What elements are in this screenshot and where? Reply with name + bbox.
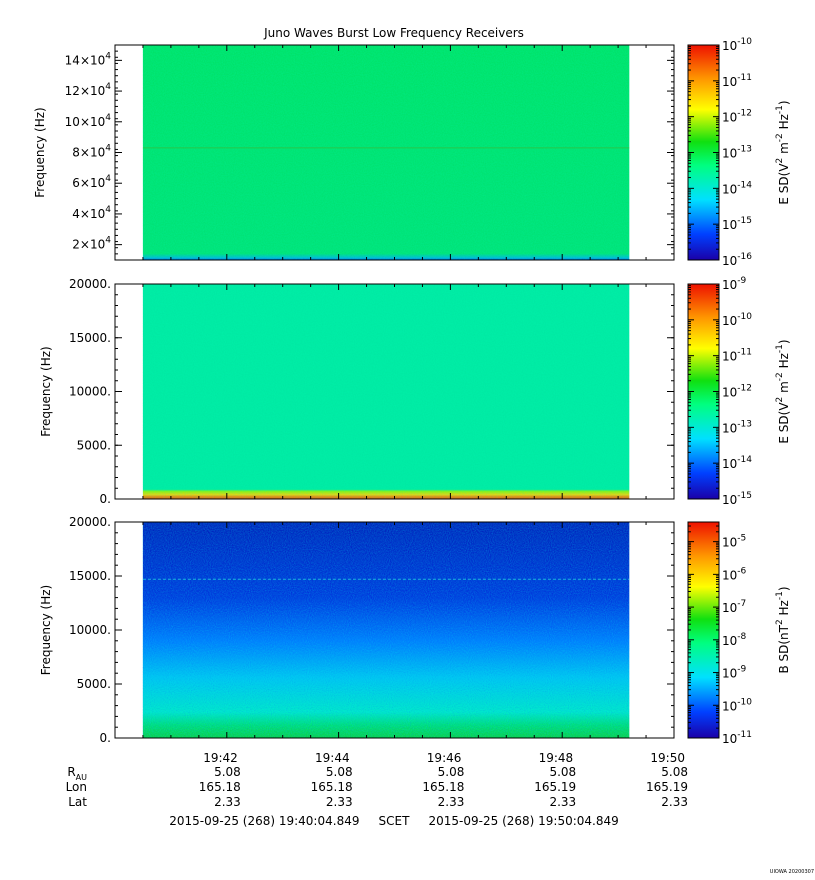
ephemeris-table: 19:42 19:44 19:46 19:48 19:50 RAU 5.08 5.08 5.08… — [66, 751, 688, 809]
colorbar-tick-label: 10-6 — [722, 566, 747, 582]
spectrogram-noise-texture — [142, 284, 630, 499]
colorbar-tick-label: 10-13 — [722, 145, 752, 161]
ephemeris-value: 2.33 — [214, 795, 241, 809]
y-tick-label: 8×104 — [72, 144, 111, 160]
colorbar-tick-label: 10-5 — [722, 534, 746, 550]
figure-title: Juno Waves Burst Low Frequency Receivers — [263, 26, 524, 40]
colorbar-tick-label: 10-10 — [722, 312, 752, 328]
y-tick-label: 4×104 — [72, 205, 111, 221]
colorbar-tick-label: 10-11 — [722, 730, 752, 746]
colorbar-tick-label: 10-13 — [722, 419, 752, 435]
y-tick-label: 5000. — [77, 438, 111, 452]
ephemeris-value: 165.18 — [422, 780, 464, 794]
colorbar-tick-label: 10-10 — [722, 697, 752, 713]
y-tick-label: 0. — [100, 492, 111, 506]
x-tick-label: 19:44 — [315, 751, 350, 765]
y-tick-label: 6×104 — [72, 174, 111, 190]
colorbar-label: B SD(nT2 Hz-1) — [775, 586, 791, 673]
colorbar-tick-label: 10-16 — [722, 252, 752, 268]
x-tick-label: 19:48 — [539, 751, 574, 765]
x-tick-label: 19:42 — [203, 751, 238, 765]
colorbar-tick-label: 10-11 — [722, 348, 752, 364]
y-tick-label: 20000. — [69, 515, 111, 529]
time-range-label: 2015-09-25 (268) 19:40:04.849 SCET 2015-… — [169, 814, 619, 828]
y-tick-label: 2×104 — [72, 236, 111, 252]
ephemeris-value: 5.08 — [549, 765, 576, 779]
colorbar-tick-label: 10-9 — [722, 665, 747, 681]
y-axis-label: Frequency (Hz) — [33, 107, 47, 198]
y-tick-label: 15000. — [69, 331, 111, 345]
colorbar-tick-label: 10-14 — [722, 455, 752, 471]
ephemeris-row-label: RAU — [67, 765, 87, 782]
y-tick-label: 15000. — [69, 569, 111, 583]
y-axis-label: Frequency (Hz) — [39, 585, 53, 676]
y-tick-label: 5000. — [77, 677, 111, 691]
ephemeris-value: 2.33 — [326, 795, 353, 809]
colorbar-tick-label: 10-14 — [722, 180, 752, 196]
colorbar-label: E SD(V2 m-2 Hz-1) — [775, 339, 791, 443]
spectrogram-panel-2: 0. 5000. 10000. 15000. 20000. Frequency (Hz) 1… — [39, 276, 791, 507]
colorbar-tick-label: 10-11 — [722, 73, 752, 89]
colorbar-tick-label: 10-8 — [722, 632, 747, 648]
ephemeris-row-label: Lat — [68, 795, 87, 809]
y-tick-label: 12×104 — [65, 82, 112, 98]
colorbar — [687, 521, 720, 739]
ephemeris-value: 165.19 — [646, 780, 688, 794]
ephemeris-value: 165.18 — [311, 780, 353, 794]
x-tick-label: 19:46 — [427, 751, 462, 765]
ephemeris-row-label: Lon — [66, 780, 87, 794]
spectrogram-panel-3: 0. 5000. 10000. 15000. 20000. Frequency (Hz) 1… — [39, 515, 791, 746]
ephemeris-value: 165.18 — [199, 780, 241, 794]
colorbar-label: E SD(V2 m-2 Hz-1) — [775, 100, 791, 204]
spectrogram-noise-texture — [142, 522, 630, 738]
y-tick-label: 10000. — [69, 623, 111, 637]
spectrogram-panel-1: 2×104 4×104 6×104 8×104 10×104 12×104 14×104 Fr… — [33, 37, 791, 268]
x-tick-label: 19:50 — [650, 751, 685, 765]
ephemeris-value: 2.33 — [549, 795, 576, 809]
ephemeris-value: 165.19 — [534, 780, 576, 794]
y-tick-label: 0. — [100, 731, 111, 745]
ephemeris-value: 2.33 — [438, 795, 465, 809]
spectrogram-noise-texture — [142, 45, 630, 260]
colorbar-tick-label: 10-15 — [722, 491, 752, 507]
y-tick-label: 20000. — [69, 277, 111, 291]
colorbar-tick-label: 10-12 — [722, 384, 752, 400]
ephemeris-value: 5.08 — [661, 765, 688, 779]
ephemeris-value: 5.08 — [438, 765, 465, 779]
y-axis-label: Frequency (Hz) — [39, 346, 53, 437]
ephemeris-value: 5.08 — [214, 765, 241, 779]
colorbar-tick-label: 10-10 — [722, 37, 752, 53]
colorbar-tick-label: 10-15 — [722, 216, 752, 232]
y-tick-label: 10×104 — [65, 113, 112, 129]
colorbar-tick-label: 10-12 — [722, 109, 752, 125]
ephemeris-value: 5.08 — [326, 765, 353, 779]
colorbar-tick-label: 10-7 — [722, 599, 746, 615]
colorbar-tick-label: 10-9 — [722, 276, 747, 292]
y-tick-label: 14×104 — [65, 51, 112, 67]
ephemeris-value: 2.33 — [661, 795, 688, 809]
y-tick-label: 10000. — [69, 385, 111, 399]
version-stamp: UIOWA 20200307 — [770, 869, 814, 875]
